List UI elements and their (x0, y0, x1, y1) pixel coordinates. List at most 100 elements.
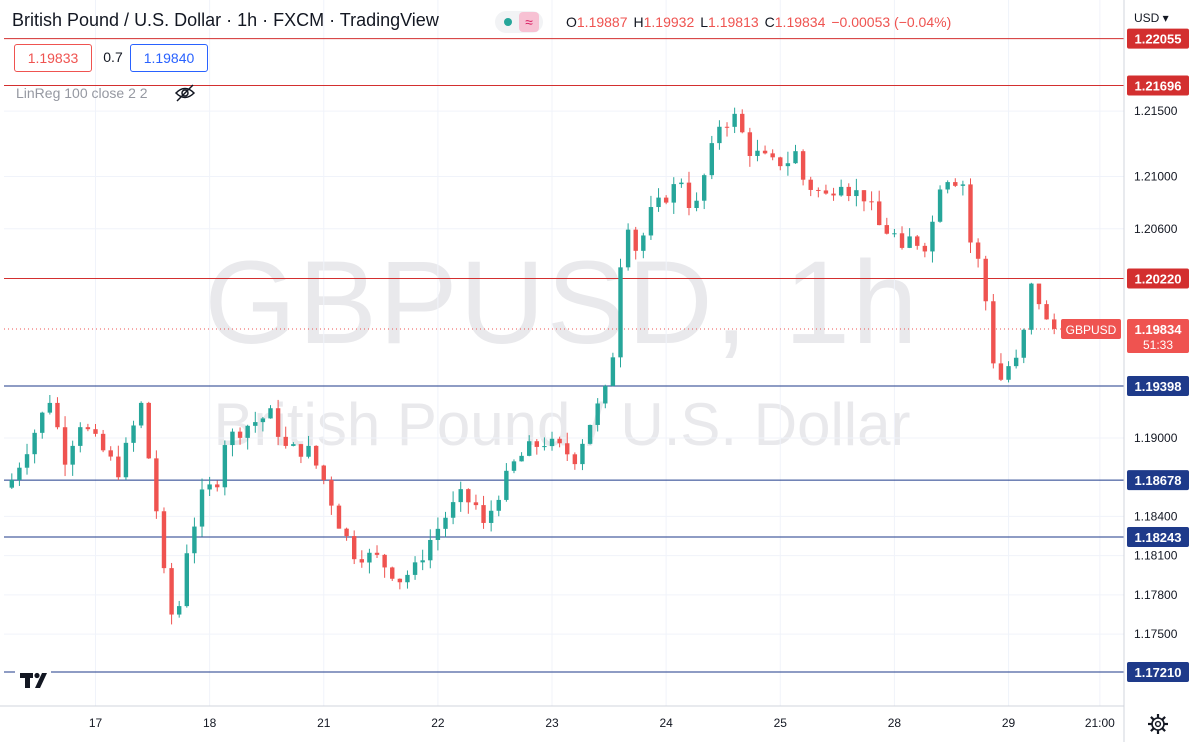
bar-countdown: 51:33 (1143, 338, 1173, 352)
candle-body (679, 182, 684, 185)
candle-body (937, 189, 943, 222)
eye-off-icon[interactable] (174, 83, 196, 103)
candle-body (70, 445, 75, 465)
candle-body (405, 574, 410, 583)
candle-body (542, 446, 547, 448)
market-status[interactable]: ≈ (495, 11, 543, 33)
symbol-tag: GBPUSD (1066, 323, 1117, 337)
level-label: 1.18678 (1135, 473, 1182, 488)
candle-body (93, 429, 98, 434)
candle-body (625, 229, 631, 268)
candle-body (504, 470, 509, 500)
symbol-tag-bg (1061, 318, 1121, 339)
grid (4, 0, 1124, 706)
candle-body (747, 132, 753, 156)
level-label: 1.21696 (1135, 79, 1182, 94)
candle-body (207, 484, 212, 490)
candle-body (785, 163, 791, 167)
time-tick-label: 22 (431, 716, 445, 730)
candle-body (1051, 319, 1057, 329)
candle-body (800, 151, 806, 180)
candle-body (359, 559, 365, 563)
candle-body (298, 444, 304, 457)
candle-body (945, 182, 950, 190)
price-tick-label: 1.20600 (1134, 222, 1178, 236)
candle-body (123, 442, 129, 478)
candle-body (169, 568, 174, 615)
level-label: 1.22055 (1135, 32, 1182, 47)
candle-body (382, 554, 387, 568)
ohlc-item: O1.19887 (566, 14, 628, 30)
price-tick-label: 1.19000 (1134, 431, 1178, 445)
candle-body (694, 200, 699, 208)
currency-selector[interactable]: USD ▾ (1134, 11, 1169, 25)
watermark-description: British Pound / U.S. Dollar (213, 391, 911, 458)
candle-body (17, 467, 22, 480)
level-label: 1.17210 (1135, 665, 1182, 680)
chart-title: British Pound / U.S. Dollar · 1h · FXCM … (12, 10, 439, 30)
ask-price[interactable]: 1.19840 (130, 44, 208, 72)
candle-body (686, 182, 692, 208)
last-price-bg (1127, 318, 1189, 353)
candle-body (260, 418, 266, 423)
tradingview-logo-icon[interactable] (15, 666, 51, 694)
candle-body (724, 126, 730, 128)
candle-body (237, 431, 243, 438)
candle-body (1013, 357, 1019, 367)
candle-body (390, 567, 395, 579)
candle-body (154, 458, 159, 512)
candle-body (131, 425, 136, 443)
candle-body (534, 441, 540, 447)
bid-price[interactable]: 1.19833 (14, 44, 92, 72)
candle-body (823, 190, 829, 194)
candle-body (960, 184, 966, 186)
candle-body (580, 443, 585, 465)
candle-body (907, 236, 912, 248)
candle-body (717, 126, 722, 144)
candle-body (108, 450, 113, 457)
candle-body (603, 385, 608, 404)
candle-body (838, 186, 844, 196)
candle-body (793, 151, 798, 164)
candle-body (313, 445, 319, 466)
candle-body (519, 455, 524, 462)
candle-body (450, 502, 456, 518)
time-tick-label: 18 (203, 716, 217, 730)
time-tick-label: 24 (659, 716, 673, 730)
candle-body (846, 186, 851, 197)
indicator-legend[interactable]: LinReg 100 close 2 2 (16, 85, 148, 101)
candle-body (671, 184, 676, 203)
level-label-bg (1127, 375, 1189, 396)
level-label: 1.20220 (1135, 271, 1182, 286)
candle-body (557, 438, 562, 444)
spread-value: 0.7 (100, 44, 126, 70)
candle-body (884, 225, 890, 234)
candlestick-series (9, 107, 1057, 625)
candle-body (1036, 283, 1042, 305)
ohlc-readout: O1.19887 H1.19932 L1.19813 C1.19834 −0.00053… (566, 14, 957, 30)
level-label-bg (1127, 470, 1189, 491)
ohlc-item: −0.00053 (−0.04%) (831, 14, 952, 30)
candle-body (306, 445, 311, 457)
candle-body (930, 221, 935, 252)
candle-body (245, 425, 250, 438)
candle-body (496, 499, 501, 511)
level-label-bg (1127, 526, 1189, 547)
candle-body (176, 606, 182, 615)
candle-body (663, 197, 669, 203)
wave-icon[interactable]: ≈ (519, 12, 539, 32)
candle-body (922, 245, 928, 252)
candle-body (146, 402, 151, 459)
gear-icon[interactable] (1147, 713, 1169, 735)
candle-body (222, 445, 228, 488)
price-tick-label: 1.21000 (1134, 170, 1178, 184)
candle-body (473, 502, 479, 506)
candle-body (253, 422, 258, 426)
market-open-dot-icon (504, 18, 512, 26)
candle-body (420, 560, 425, 563)
candle-body (610, 357, 616, 386)
time-tick-label: 17 (89, 716, 103, 730)
candle-body (808, 179, 813, 190)
